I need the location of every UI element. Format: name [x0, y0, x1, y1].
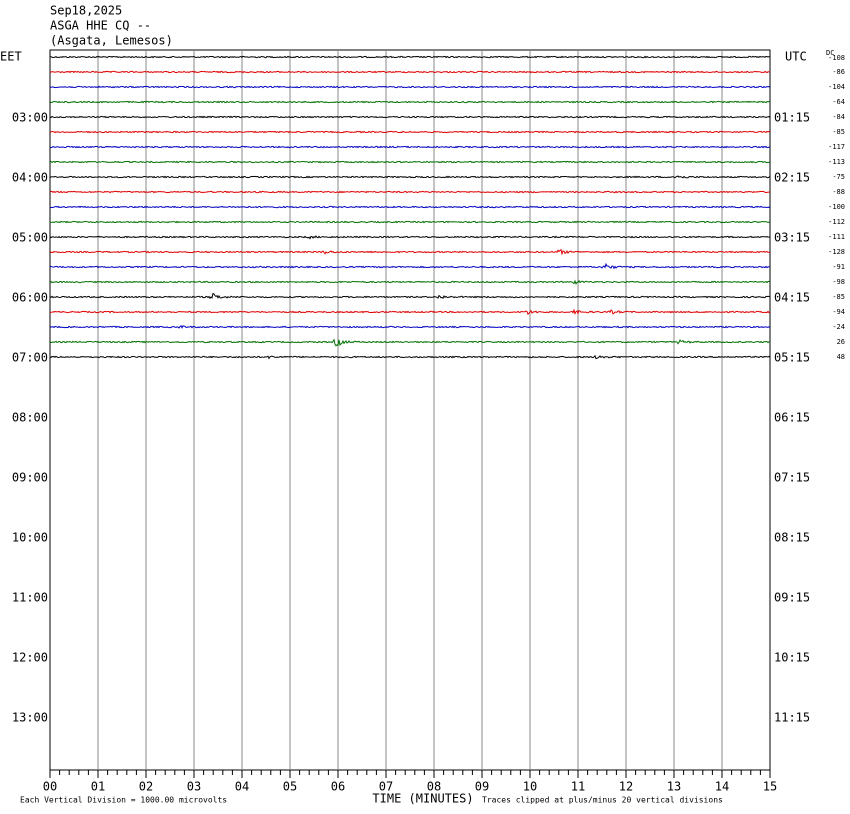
x-tick-label: 05 — [283, 780, 297, 794]
dc-offset: -98 — [832, 278, 845, 286]
dc-offset: -75 — [832, 173, 845, 181]
dc-offset: -104 — [828, 83, 845, 91]
utc-hour-label: 04:15 — [774, 291, 810, 305]
seismic-trace — [49, 55, 771, 59]
title-line: Sep18,2025 — [50, 4, 122, 18]
utc-hour-label: 07:15 — [774, 471, 810, 485]
x-tick-label: 04 — [235, 780, 249, 794]
dc-offset: 26 — [837, 338, 845, 346]
title-line: (Asgata, Lemesos) — [50, 34, 173, 48]
dc-offset: -85 — [832, 128, 845, 136]
x-tick-label: 11 — [571, 780, 585, 794]
right-label: UTC — [785, 50, 807, 64]
eet-hour-label: 03:00 — [12, 111, 48, 125]
dc-offset: -100 — [828, 203, 845, 211]
seismic-trace — [49, 262, 771, 270]
eet-hour-label: 11:00 — [12, 591, 48, 605]
dc-offset: -85 — [832, 293, 845, 301]
dc-offset: 48 — [837, 353, 845, 361]
eet-hour-label: 12:00 — [12, 651, 48, 665]
utc-hour-label: 08:15 — [774, 531, 810, 545]
seismic-trace — [49, 325, 771, 329]
seismic-trace — [49, 248, 771, 256]
eet-hour-label: 06:00 — [12, 291, 48, 305]
seismic-trace — [49, 308, 771, 316]
footer-right: Traces clipped at plus/minus 20 vertical… — [482, 796, 723, 805]
seismic-trace — [49, 338, 770, 347]
dc-offset: -86 — [832, 68, 845, 76]
eet-hour-label: 04:00 — [12, 171, 48, 185]
grid — [49, 50, 771, 778]
utc-hour-label: 10:15 — [774, 651, 810, 665]
x-tick-label: 09 — [475, 780, 489, 794]
eet-hour-label: 13:00 — [12, 711, 48, 725]
x-tick-label: 14 — [715, 780, 729, 794]
x-tick-label: 12 — [619, 780, 633, 794]
seismic-trace — [49, 190, 771, 194]
x-tick-label: 01 — [91, 780, 105, 794]
utc-hour-label: 11:15 — [774, 711, 810, 725]
dc-offset: -112 — [828, 218, 845, 226]
x-tick-label: 02 — [139, 780, 153, 794]
utc-hour-label: 06:15 — [774, 411, 810, 425]
seismic-trace — [49, 70, 771, 74]
seismic-trace — [49, 279, 771, 285]
seismic-trace — [49, 292, 771, 300]
seismic-trace — [50, 85, 771, 89]
seismic-trace — [49, 130, 771, 134]
eet-hour-label: 05:00 — [12, 231, 48, 245]
x-axis-title: TIME (MINUTES) — [372, 792, 473, 806]
x-tick-label: 13 — [667, 780, 681, 794]
x-tick-label: 10 — [523, 780, 537, 794]
eet-hour-label: 09:00 — [12, 471, 48, 485]
dc-offset: -24 — [832, 323, 845, 331]
x-tick-label: 07 — [379, 780, 393, 794]
seismic-trace — [49, 115, 771, 119]
x-tick-label: 00 — [43, 780, 57, 794]
seismic-trace — [49, 160, 771, 164]
eet-hour-label: 10:00 — [12, 531, 48, 545]
dc-offset: -88 — [832, 188, 845, 196]
dc-offset: -84 — [832, 113, 845, 121]
seismic-trace — [49, 220, 771, 224]
utc-hour-label: 01:15 — [774, 111, 810, 125]
seismic-trace — [49, 100, 771, 104]
dc-offset: -111 — [828, 233, 845, 241]
seismic-trace — [49, 235, 771, 240]
seismic-trace — [49, 205, 771, 209]
eet-hour-label: 07:00 — [12, 351, 48, 365]
dc-offset: -91 — [832, 263, 845, 271]
dc-offset: -64 — [832, 98, 845, 106]
utc-hour-label: 02:15 — [774, 171, 810, 185]
seismic-trace — [49, 354, 771, 360]
traces — [49, 55, 771, 360]
footer-left: Each Vertical Division = 1000.00 microvo… — [20, 796, 227, 805]
utc-hour-label: 03:15 — [774, 231, 810, 245]
x-tick-label: 15 — [763, 780, 777, 794]
dc-offset: -94 — [832, 308, 845, 316]
dc-offset: -113 — [828, 158, 845, 166]
seismic-trace — [49, 175, 771, 179]
dc-offset: -117 — [828, 143, 845, 151]
x-tick-label: 08 — [427, 780, 441, 794]
plot-frame — [49, 49, 771, 771]
dc-label: DC — [826, 49, 834, 57]
x-tick-label: 03 — [187, 780, 201, 794]
dc-offset: -108 — [828, 54, 845, 62]
utc-hour-label: 05:15 — [774, 351, 810, 365]
utc-hour-label: 09:15 — [774, 591, 810, 605]
seismic-trace — [49, 145, 771, 149]
x-tick-label: 06 — [331, 780, 345, 794]
eet-hour-label: 08:00 — [12, 411, 48, 425]
left-label: EET — [0, 50, 22, 64]
labels: 00 01 02 03 04 05 06 07 08 09 10 11 12 13 14 15 03:00 01:… — [12, 54, 845, 794]
dc-offset: -128 — [828, 248, 845, 256]
title-line: ASGA HHE CQ -- — [50, 19, 151, 33]
